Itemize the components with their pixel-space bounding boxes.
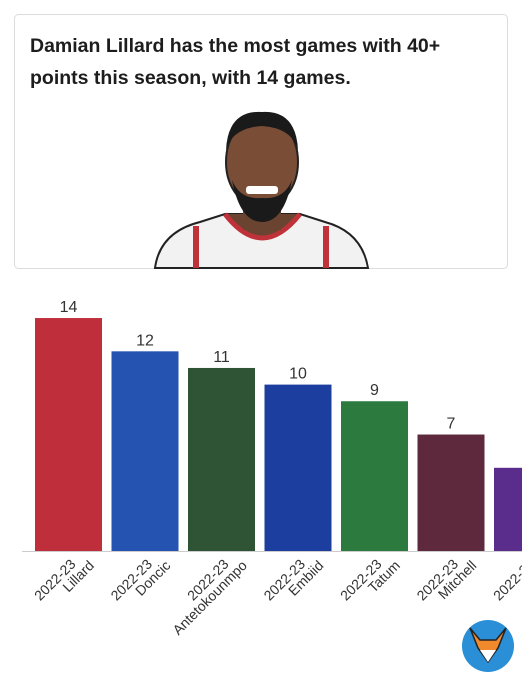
bar xyxy=(111,351,179,551)
bar xyxy=(264,384,332,551)
bar xyxy=(188,367,255,551)
bar xyxy=(341,401,408,551)
bar xyxy=(494,467,522,551)
value-label: 9 xyxy=(370,382,379,399)
bar xyxy=(35,318,102,551)
value-label: 14 xyxy=(60,299,78,316)
player-illustration xyxy=(153,111,370,269)
season-label: 2022-23 xyxy=(490,556,522,604)
bar xyxy=(417,434,485,551)
value-label: 7 xyxy=(447,416,456,433)
headline-line: points this season, with 14 games. xyxy=(30,67,351,89)
value-label: 11 xyxy=(213,349,230,366)
watermark xyxy=(462,620,514,672)
x-tick-label: 2022-23 xyxy=(490,556,522,604)
headline-line: Damian Lillard has the most games with 4… xyxy=(30,35,440,57)
value-label: 12 xyxy=(136,332,154,349)
value-label: 10 xyxy=(289,366,307,383)
